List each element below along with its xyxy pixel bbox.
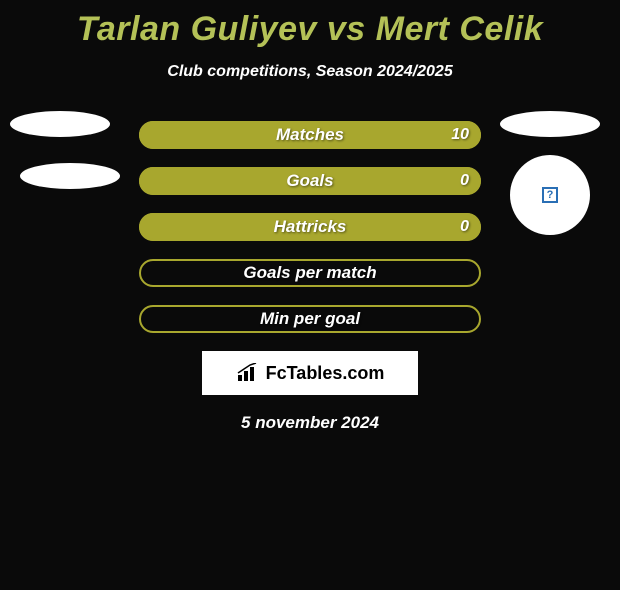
logo-text: FcTables.com xyxy=(266,363,385,384)
comparison-title: Tarlan Guliyev vs Mert Celik xyxy=(0,10,620,49)
player-left-ellipse-1 xyxy=(10,111,110,137)
stat-bar-row: Hattricks 0 xyxy=(139,213,481,241)
player-right-avatar: ? xyxy=(510,155,590,235)
player-right-ellipse xyxy=(500,111,600,137)
stat-bar-row: Goals per match xyxy=(139,259,481,287)
stat-bar-label: Min per goal xyxy=(260,309,360,329)
player-right-avatar-group: ? xyxy=(500,111,600,235)
stat-bar-row: Matches 10 xyxy=(139,121,481,149)
stat-bar-row: Goals 0 xyxy=(139,167,481,195)
comparison-subtitle: Club competitions, Season 2024/2025 xyxy=(0,63,620,81)
player-left-avatar-group xyxy=(10,111,120,189)
avatar-placeholder-icon: ? xyxy=(542,187,558,203)
player-left-ellipse-2 xyxy=(20,163,120,189)
bar-chart-icon xyxy=(236,363,260,383)
stat-bar-value: 0 xyxy=(460,218,469,236)
stat-bar-row: Min per goal xyxy=(139,305,481,333)
stat-bar-label: Matches xyxy=(276,125,344,145)
fctables-logo: FcTables.com xyxy=(202,351,418,395)
comparison-chart: ? Matches 10 Goals 0 Hattricks 0 Goals per mat… xyxy=(0,121,620,433)
stat-bar-label: Hattricks xyxy=(274,217,347,237)
stat-bar-value: 10 xyxy=(451,126,469,144)
stat-bar-value: 0 xyxy=(460,172,469,190)
stat-bar-label: Goals per match xyxy=(243,263,376,283)
stat-bar-label: Goals xyxy=(286,171,333,191)
stat-bars: Matches 10 Goals 0 Hattricks 0 Goals per match… xyxy=(139,121,481,333)
snapshot-date: 5 november 2024 xyxy=(0,413,620,433)
